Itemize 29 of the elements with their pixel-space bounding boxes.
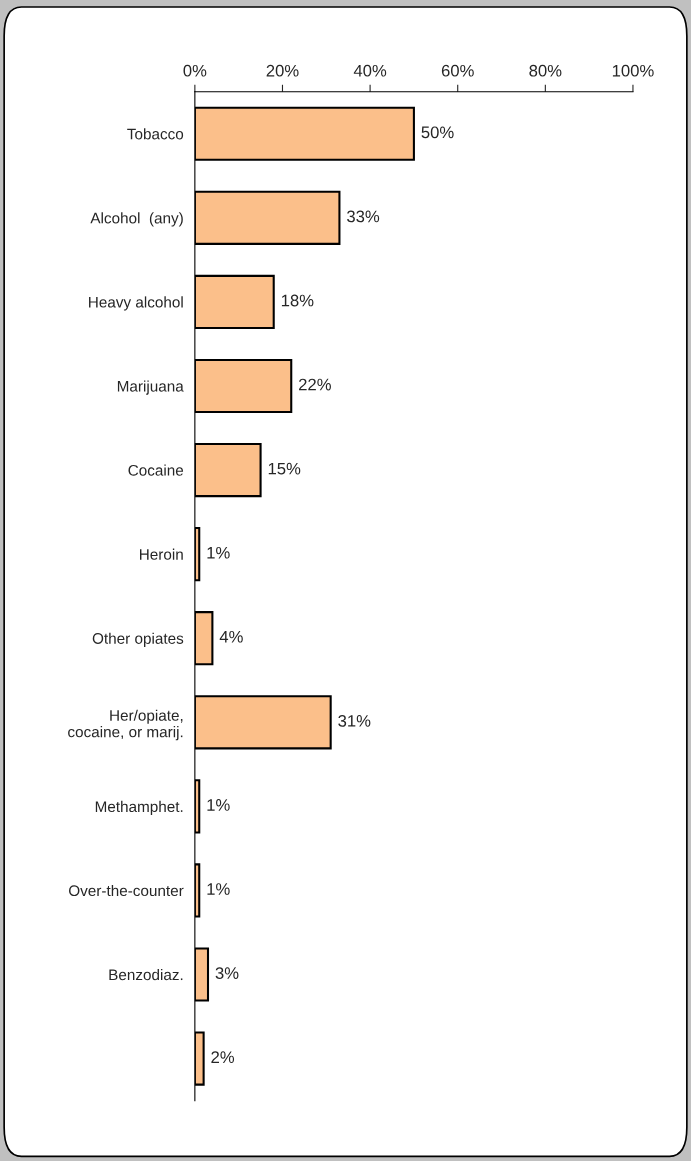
y-tick-label: Over-the-counter <box>69 884 184 897</box>
data-label: 1% <box>207 883 230 895</box>
y-tick-label: Her/opiate, cocaine, or marij. <box>68 709 183 741</box>
x-tick-label: 80% <box>529 64 562 77</box>
y-tick-label: Cocaine <box>128 464 184 476</box>
data-label: 4% <box>219 630 243 643</box>
x-tick-label: 20% <box>266 64 299 77</box>
x-tick-label: 0% <box>183 64 207 77</box>
y-tick-label: Tobacco <box>127 128 184 140</box>
data-label: 15% <box>268 462 301 475</box>
y-tick-label: Alcohol (any) <box>90 212 183 227</box>
data-label: 2% <box>211 1051 235 1063</box>
data-label: 1% <box>207 546 230 559</box>
y-tick-label: Other opiates <box>92 632 184 647</box>
y-tick-label: Heroin <box>140 548 183 560</box>
y-tick-label: Marijuana <box>117 380 184 395</box>
data-label: 1% <box>207 799 230 811</box>
x-tick-label: 100% <box>612 64 654 77</box>
x-tick-label: 40% <box>353 64 387 77</box>
data-label: 50% <box>421 126 454 139</box>
y-tick-label: Methamphet. <box>95 800 183 816</box>
data-label: 22% <box>299 378 331 391</box>
data-label: 33% <box>347 210 380 223</box>
data-label: 3% <box>215 967 239 979</box>
x-tick-label: 60% <box>441 64 474 77</box>
data-label: 31% <box>338 714 371 727</box>
data-label: 18% <box>281 294 314 307</box>
y-tick-label: Benzodiaz. <box>109 968 183 981</box>
y-tick-label: Heavy alcohol <box>89 296 183 311</box>
